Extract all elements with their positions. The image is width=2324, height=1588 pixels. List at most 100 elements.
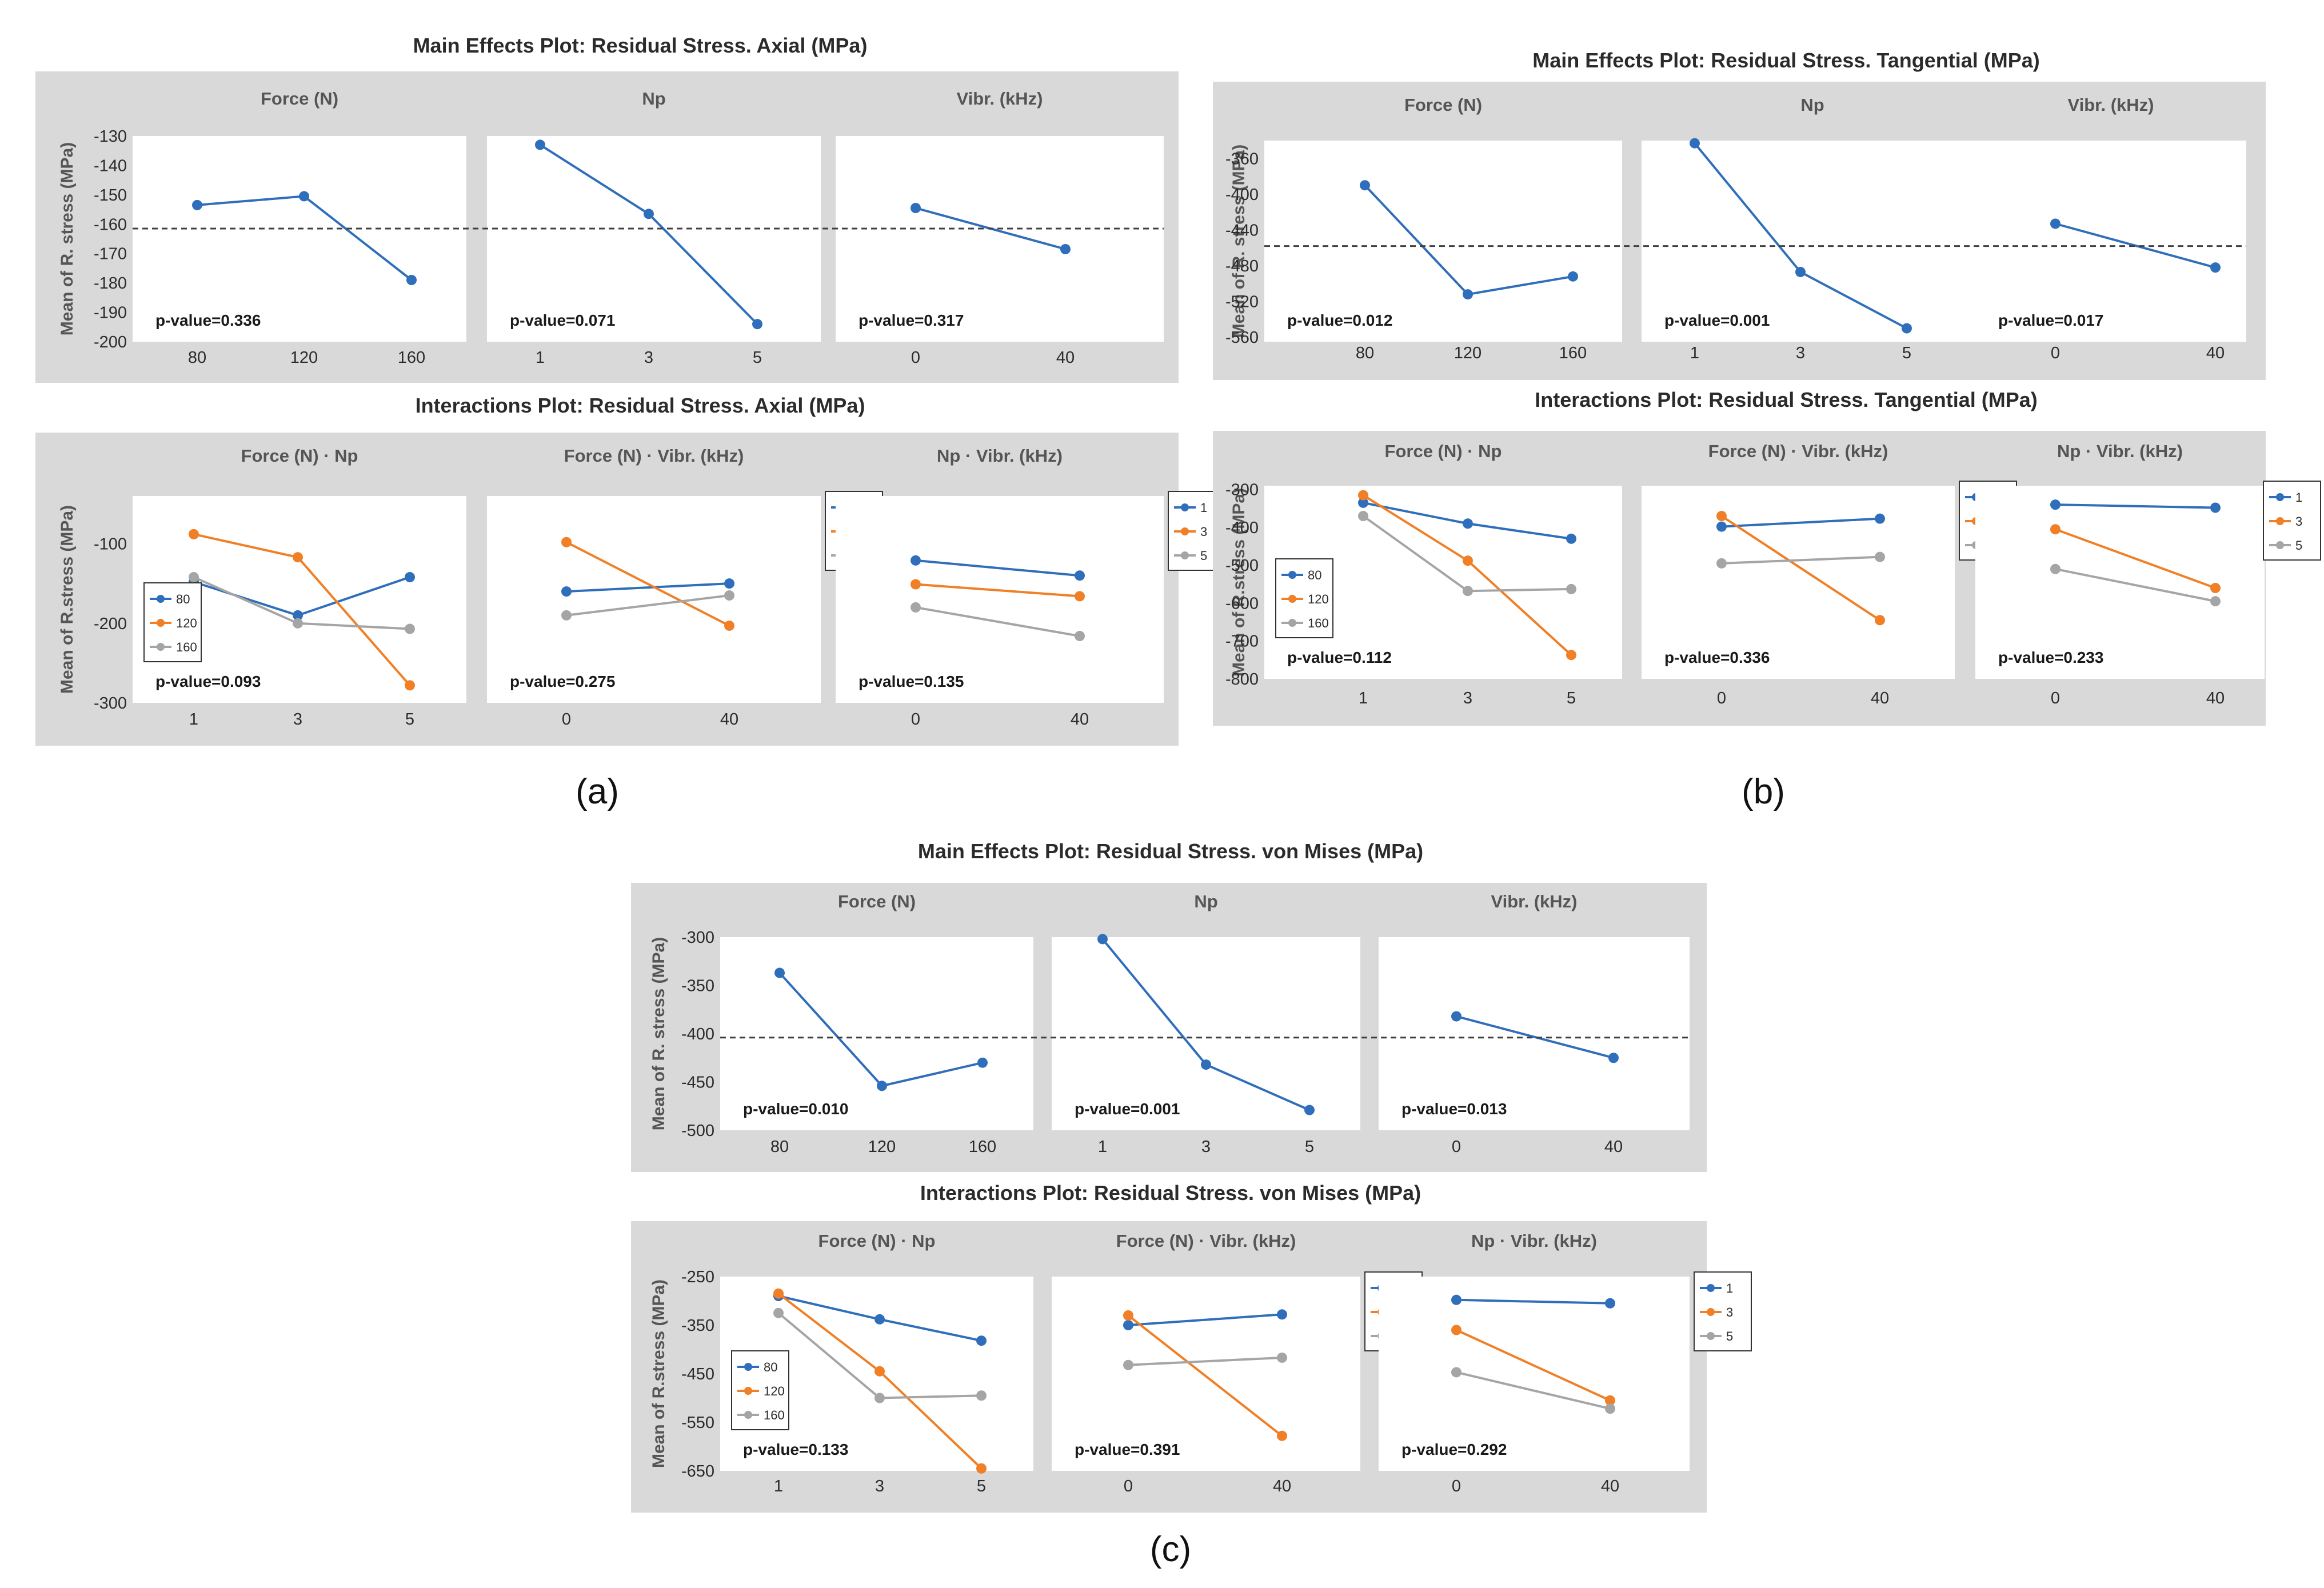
data-point <box>1875 551 1885 562</box>
data-point <box>911 579 921 590</box>
facet-title: Np · Vibr. (kHz) <box>937 446 1063 466</box>
y-tick-label: -400 <box>1225 519 1259 537</box>
chart-b-int: Interactions Plot: Residual Stress. Tang… <box>1213 388 2321 726</box>
plot-area <box>1975 141 2246 342</box>
legend-swatch-marker <box>1181 503 1189 511</box>
x-tick-label: 120 <box>868 1138 896 1156</box>
facet: Force (N) · Np 1 3 5 p-value=0.133 80 120 160 <box>720 1231 1033 1495</box>
legend-label: 1 <box>1726 1281 1733 1295</box>
legend-swatch-marker <box>157 595 165 603</box>
legend-label: 160 <box>1308 616 1329 630</box>
plot-area <box>1642 141 1983 342</box>
legend-label: 5 <box>1726 1329 1733 1343</box>
legend-label: 80 <box>764 1360 777 1374</box>
data-point <box>1605 1298 1615 1309</box>
facet: Force (N) 80 120 160 p-value=0.336 <box>133 89 466 367</box>
x-tick-label: 80 <box>770 1138 789 1156</box>
legend-swatch-marker <box>1181 527 1189 535</box>
data-point <box>1716 521 1727 532</box>
plot-area <box>133 136 466 342</box>
facet: Vibr. (kHz) 0 40 p-value=0.317 <box>836 89 1164 367</box>
p-value-text: p-value=0.336 <box>1664 649 1770 666</box>
series-line <box>1128 1356 1283 1366</box>
data-point <box>2050 499 2061 510</box>
data-point <box>2050 524 2061 535</box>
data-point <box>1358 490 1368 501</box>
x-tick-label: 40 <box>1601 1477 1619 1495</box>
p-value-text: p-value=0.001 <box>1664 311 1770 329</box>
plot-area <box>1379 1277 1690 1471</box>
data-point <box>1608 1053 1619 1063</box>
y-axis-label: Mean of R.stress (MPa) <box>649 1279 668 1468</box>
data-point <box>2050 563 2061 574</box>
data-point <box>1123 1310 1133 1321</box>
y-axis-label: Mean of R.stress (MPa) <box>58 505 77 694</box>
chart-title: Main Effects Plot: Residual Stress. Axia… <box>413 34 868 57</box>
legend-label: 5 <box>2295 538 2302 553</box>
series-line <box>1720 515 1881 621</box>
facet: Force (N) · Np 1 3 5 p-value=0.112 80 120 160 <box>1264 441 1622 707</box>
x-tick-label: 5 <box>753 349 762 367</box>
data-point <box>724 620 734 631</box>
y-tick-label: -360 <box>1225 150 1259 168</box>
y-tick-label: -300 <box>1225 481 1259 499</box>
series-line <box>1456 1371 1611 1410</box>
plot-area <box>1052 937 1360 1130</box>
p-value-text: p-value=0.010 <box>743 1100 848 1118</box>
x-tick-label: 1 <box>1098 1138 1107 1156</box>
x-tick-label: 40 <box>720 710 738 729</box>
facet: Np 1 3 5 p-value=0.071 <box>487 89 821 367</box>
data-point <box>405 680 415 691</box>
x-tick-label: 3 <box>875 1477 884 1495</box>
data-point <box>1451 1367 1462 1378</box>
data-point <box>911 602 921 613</box>
x-tick-label: 3 <box>644 349 653 367</box>
y-axis-label: Mean of R. stress (MPa) <box>649 937 668 1130</box>
facet-title: Vibr. (kHz) <box>2067 95 2154 115</box>
data-point <box>1463 518 1473 529</box>
legend-swatch-marker <box>157 619 165 627</box>
data-point <box>1902 323 1912 334</box>
y-tick-label: -550 <box>681 1414 714 1432</box>
data-point <box>724 578 734 589</box>
x-tick-label: 80 <box>1356 344 1374 362</box>
legend-label: 5 <box>1200 549 1207 563</box>
y-tick-label: -700 <box>1225 633 1259 651</box>
legend-swatch-marker <box>2276 541 2284 549</box>
y-tick-label: -180 <box>94 274 127 293</box>
data-point <box>877 1081 887 1091</box>
series-line <box>1456 1015 1614 1059</box>
plot-area <box>1052 1277 1360 1471</box>
facet-title: Np <box>1800 95 1824 115</box>
legend: 80 120 160 <box>731 1350 789 1430</box>
plot-area <box>836 136 1164 342</box>
facet-title: Force (N) <box>261 89 338 109</box>
legend-swatch-marker <box>1288 619 1296 627</box>
chart-title: Interactions Plot: Residual Stress. Axia… <box>416 394 865 417</box>
x-tick-label: 160 <box>398 349 425 367</box>
y-tick-label: -400 <box>681 1025 714 1043</box>
data-point <box>2210 262 2221 273</box>
x-tick-label: 5 <box>1567 689 1576 707</box>
series-line <box>566 582 730 593</box>
y-tick-label: -450 <box>681 1365 714 1383</box>
legend-swatch-marker <box>2276 517 2284 525</box>
legend: 80 120 160 <box>143 582 202 662</box>
series-line <box>2055 222 2216 269</box>
chart-a-int: Interactions Plot: Residual Stress. Axia… <box>35 394 1226 746</box>
series-line <box>2055 528 2216 589</box>
legend-label: 3 <box>1726 1305 1733 1319</box>
data-point <box>875 1314 885 1325</box>
data-point <box>405 623 415 634</box>
legend: 1 3 5 <box>2263 481 2321 561</box>
facet-title: Np <box>642 89 665 109</box>
data-point <box>1795 266 1806 277</box>
x-tick-label: 0 <box>2051 344 2060 362</box>
data-point <box>976 1463 987 1474</box>
data-point <box>1566 583 1576 594</box>
x-tick-label: 1 <box>1359 689 1368 707</box>
facet-title: Force (N) · Np <box>1385 441 1502 461</box>
p-value-text: p-value=0.135 <box>858 673 964 690</box>
y-tick-label: -500 <box>1225 557 1259 575</box>
data-point <box>561 586 572 597</box>
